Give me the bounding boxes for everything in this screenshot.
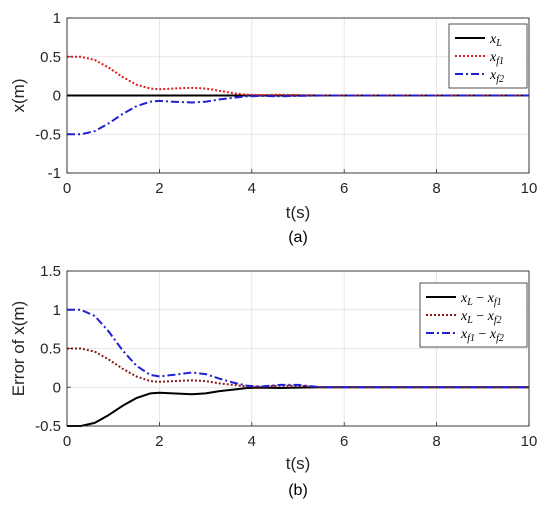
legend-label-1: xL − xf1: [460, 291, 502, 308]
x-tick-label: 4: [248, 433, 256, 450]
y-tick-label: -1: [48, 165, 61, 182]
x-tick-label: 2: [155, 433, 163, 450]
x-tick-label: 8: [432, 180, 440, 197]
panel-caption: (a): [288, 229, 308, 246]
series-line-3: [67, 308, 529, 389]
y-tick-label: 1: [53, 10, 61, 27]
chart-b: 0 2 4 6 8 10-0.500.511.5t(s)Error of x(m)(b)x…: [9, 263, 537, 499]
x-tick-label: 4: [248, 180, 256, 197]
x-axis-label: t(s): [286, 454, 311, 473]
x-axis-label: t(s): [286, 203, 311, 222]
y-tick-label: -0.5: [35, 418, 61, 435]
x-tick-label: 10: [521, 433, 538, 450]
axes-frame: [66, 270, 530, 427]
legend-label-3: xf2: [489, 68, 504, 85]
series-line-2: [67, 55, 529, 97]
x-tick-label: 2: [155, 180, 163, 197]
legend-box: [448, 23, 528, 89]
y-tick-label: 1.5: [40, 263, 61, 280]
y-axis-label: x(m): [9, 79, 28, 113]
x-tick-label: 0: [63, 433, 71, 450]
x-tick-label: 10: [521, 180, 538, 197]
y-axis-label: Error of x(m): [9, 301, 28, 396]
x-tick-label: 6: [340, 433, 348, 450]
y-tick-label: 0: [53, 88, 61, 105]
x-tick-label: 6: [340, 180, 348, 197]
axes-frame: [66, 17, 530, 174]
panel-caption: (b): [288, 482, 308, 499]
x-tick-label: 8: [432, 433, 440, 450]
legend-label-2: xf1: [489, 50, 504, 67]
y-tick-label: 0: [53, 379, 61, 396]
y-tick-label: 0.5: [40, 341, 61, 358]
y-tick-label: -0.5: [35, 126, 61, 143]
legend-label-3: xf1 − xf2: [460, 327, 504, 344]
series-line-3: [67, 94, 529, 136]
y-tick-label: 0.5: [40, 49, 61, 66]
legend-label-1: xL: [489, 32, 502, 49]
x-tick-label: 0: [63, 180, 71, 197]
y-tick-label: 1: [53, 302, 61, 319]
legend-box: [419, 282, 528, 348]
legend-label-2: xL − xf2: [460, 309, 502, 326]
